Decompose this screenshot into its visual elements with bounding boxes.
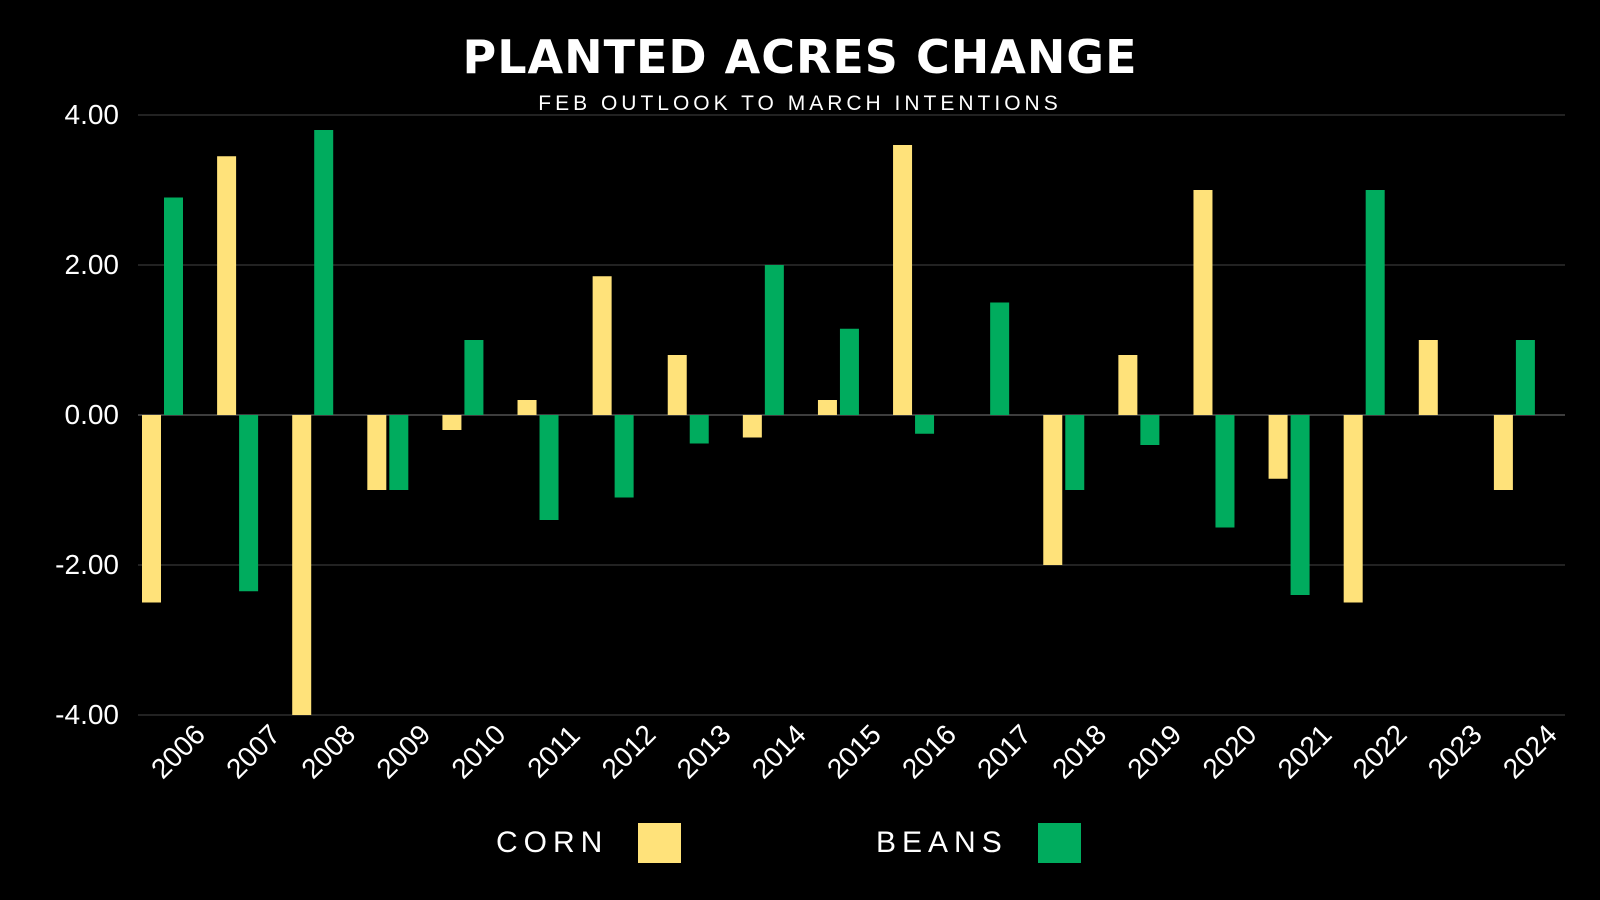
corn-bar-2015 bbox=[817, 400, 837, 415]
x-tick-label: 2008 bbox=[295, 719, 361, 785]
beans-bar-2024 bbox=[1515, 340, 1535, 415]
x-tick-label: 2016 bbox=[896, 719, 962, 785]
y-tick-label: -2.00 bbox=[55, 549, 119, 580]
beans-bar-2013 bbox=[689, 415, 709, 444]
chart-title: PLANTED ACRES CHANGE bbox=[462, 30, 1138, 84]
legend-corn-label: CORN bbox=[496, 826, 609, 859]
corn-bar-2010 bbox=[442, 415, 462, 430]
beans-bar-2014 bbox=[764, 265, 784, 415]
x-tick-label: 2020 bbox=[1197, 719, 1263, 785]
beans-bar-2018 bbox=[1065, 415, 1085, 490]
x-tick-label: 2012 bbox=[596, 719, 662, 785]
corn-bar-2021 bbox=[1268, 415, 1288, 479]
x-tick-label: 2014 bbox=[746, 719, 812, 785]
beans-bar-2019 bbox=[1140, 415, 1160, 445]
x-tick-label: 2021 bbox=[1272, 719, 1338, 785]
beans-bar-2011 bbox=[539, 415, 559, 520]
corn-bar-2024 bbox=[1493, 415, 1513, 490]
x-tick-label: 2006 bbox=[145, 719, 211, 785]
x-tick-label: 2023 bbox=[1422, 719, 1488, 785]
x-tick-label: 2013 bbox=[671, 719, 737, 785]
corn-bar-2016 bbox=[893, 145, 913, 415]
x-tick-label: 2022 bbox=[1347, 719, 1413, 785]
corn-bar-2014 bbox=[742, 415, 762, 438]
beans-bar-2006 bbox=[164, 197, 183, 415]
beans-bar-2007 bbox=[239, 415, 259, 592]
legend-beans: BEANS bbox=[876, 822, 1081, 864]
corn-bar-2022 bbox=[1343, 415, 1363, 603]
corn-bar-2012 bbox=[592, 276, 612, 415]
legend-beans-swatch bbox=[1037, 823, 1081, 863]
x-tick-label: 2017 bbox=[971, 719, 1037, 785]
x-tick-label: 2007 bbox=[220, 719, 286, 785]
beans-bar-2010 bbox=[464, 340, 484, 415]
legend-corn: CORN bbox=[496, 822, 682, 864]
x-tick-label: 2011 bbox=[521, 719, 586, 784]
x-tick-label: 2015 bbox=[821, 719, 887, 785]
y-tick-label: 2.00 bbox=[65, 249, 120, 280]
legend-corn-swatch bbox=[638, 823, 682, 863]
beans-bar-2009 bbox=[389, 415, 409, 490]
x-tick-label: 2009 bbox=[370, 719, 436, 785]
chart-subtitle: FEB OUTLOOK TO MARCH INTENTIONS bbox=[538, 92, 1062, 115]
beans-bar-2021 bbox=[1290, 415, 1310, 595]
y-tick-label: -4.00 bbox=[55, 699, 119, 730]
y-tick-label: 0.00 bbox=[65, 399, 120, 430]
corn-bar-2006 bbox=[142, 415, 161, 603]
x-tick-label: 2024 bbox=[1497, 719, 1563, 785]
corn-bar-2008 bbox=[292, 415, 312, 715]
x-tick-label: 2010 bbox=[445, 719, 511, 785]
beans-bar-2020 bbox=[1215, 415, 1235, 528]
corn-bar-2020 bbox=[1193, 190, 1213, 415]
x-tick-label: 2019 bbox=[1121, 719, 1187, 785]
beans-bar-2012 bbox=[614, 415, 634, 498]
corn-bar-2018 bbox=[1043, 415, 1063, 565]
corn-bar-2009 bbox=[367, 415, 387, 490]
legend-beans-label: BEANS bbox=[876, 826, 1008, 859]
y-tick-label: 4.00 bbox=[65, 99, 120, 130]
corn-bar-2019 bbox=[1118, 355, 1138, 415]
beans-bar-2022 bbox=[1365, 190, 1385, 415]
corn-bar-2013 bbox=[667, 355, 687, 415]
beans-bar-2015 bbox=[839, 328, 859, 415]
corn-bar-2007 bbox=[217, 156, 237, 415]
x-tick-label: 2018 bbox=[1046, 719, 1112, 785]
corn-bar-2011 bbox=[517, 400, 537, 415]
beans-bar-2017 bbox=[990, 302, 1010, 415]
beans-bar-2016 bbox=[915, 415, 935, 434]
corn-bar-2023 bbox=[1418, 340, 1438, 415]
beans-bar-2008 bbox=[314, 130, 334, 415]
